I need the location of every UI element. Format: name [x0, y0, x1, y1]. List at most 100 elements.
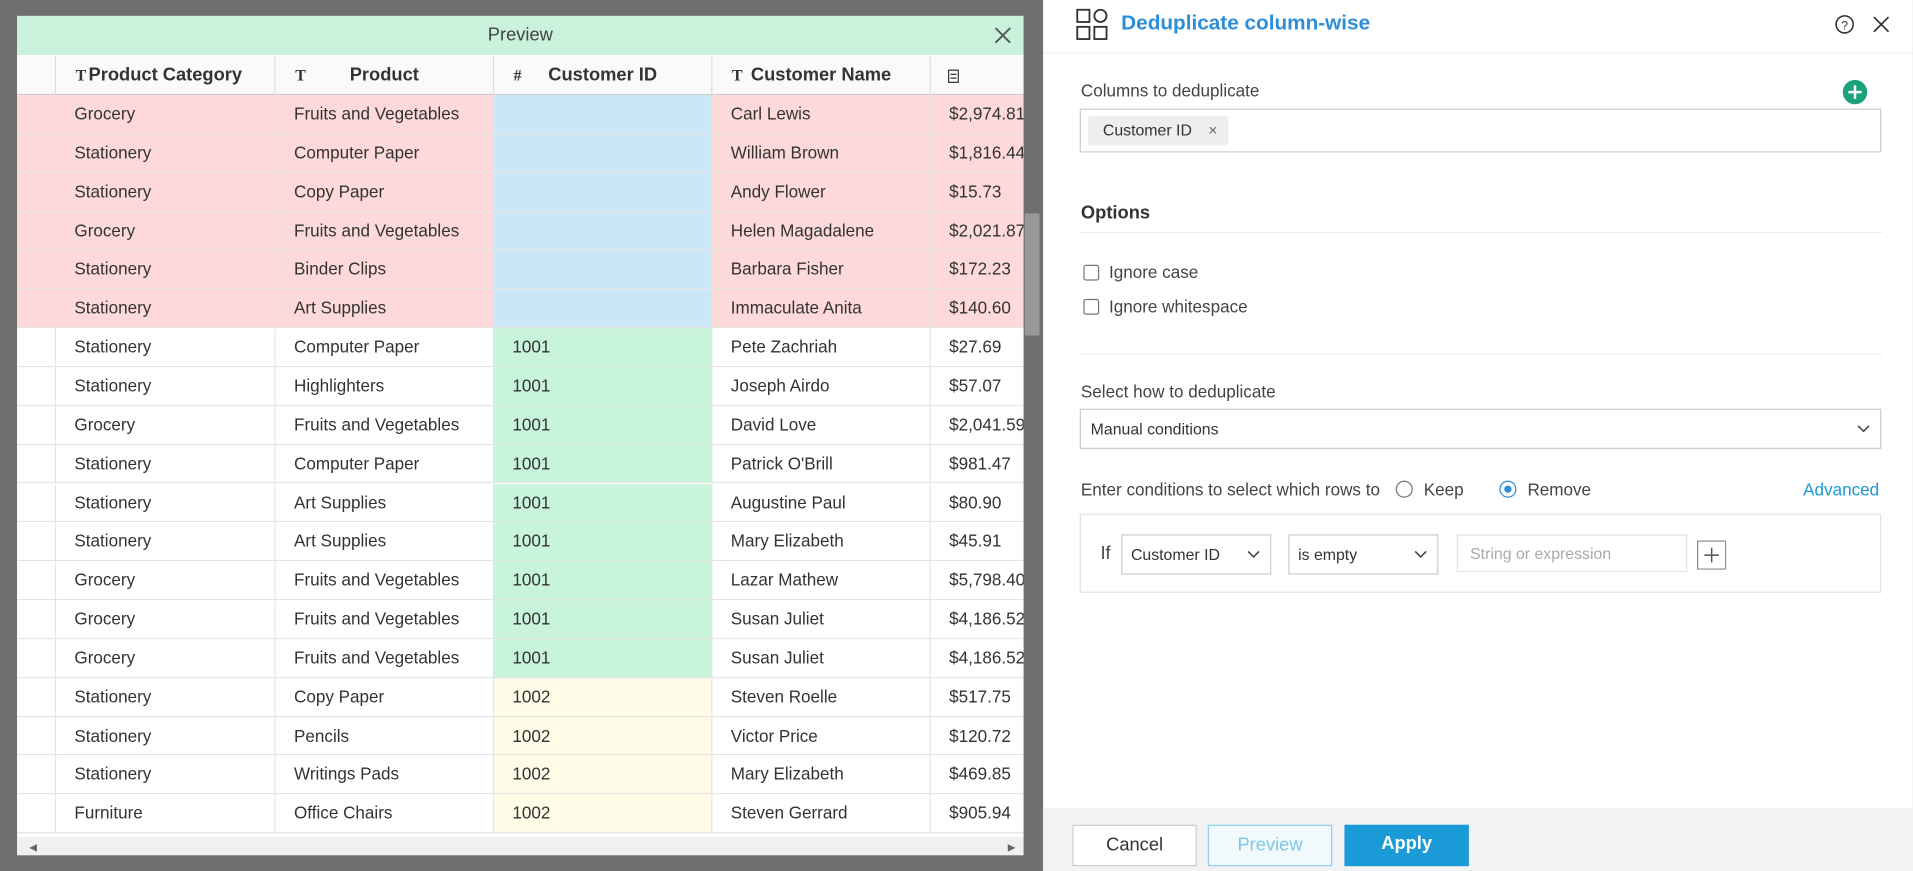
panel-title: Deduplicate column-wise — [1121, 11, 1370, 35]
how-select[interactable]: Manual conditions — [1080, 409, 1882, 449]
column-header — [931, 56, 1024, 95]
type-icon: T — [76, 56, 87, 95]
row-number — [17, 251, 56, 290]
table-cell: $45.91 — [931, 523, 1024, 562]
close-preview[interactable] — [993, 26, 1013, 46]
table-cell: William Brown — [712, 134, 930, 173]
table-cell: Copy Paper — [276, 678, 494, 717]
table-cell: Grocery — [56, 212, 276, 251]
row-number — [17, 756, 56, 795]
help-button[interactable]: ? — [1835, 15, 1855, 35]
preview-title: Preview — [17, 16, 1024, 55]
row-number — [17, 406, 56, 445]
table-cell: Stationery — [56, 484, 276, 523]
table-cell: Grocery — [56, 95, 276, 134]
table-cell: $469.85 — [931, 756, 1024, 795]
table-cell: Mary Elizabeth — [712, 756, 930, 795]
columns-input[interactable]: Customer ID× — [1080, 109, 1882, 153]
table-cell: Stationery — [56, 289, 276, 328]
side-panel: Deduplicate column-wise ? Columns to ded… — [1043, 0, 1913, 871]
row-number — [17, 212, 56, 251]
table-cell: $15.73 — [931, 173, 1024, 212]
table-cell — [494, 95, 712, 134]
table-cell: Joseph Airdo — [712, 367, 930, 406]
row-number — [17, 134, 56, 173]
table-cell: Fruits and Vegetables — [276, 561, 494, 600]
table-cell: Fruits and Vegetables — [276, 600, 494, 639]
add-column[interactable] — [1842, 79, 1868, 105]
table-cell: Fruits and Vegetables — [276, 406, 494, 445]
type-icon — [948, 70, 959, 83]
how-value: Manual conditions — [1091, 410, 1219, 448]
how-label: Select how to deduplicate — [1081, 382, 1276, 402]
row-number — [17, 717, 56, 756]
expression-input[interactable]: String or expression — [1457, 534, 1688, 572]
table-cell: Art Supplies — [276, 484, 494, 523]
table-cell: $517.75 — [931, 678, 1024, 717]
table-cell: Highlighters — [276, 367, 494, 406]
ignore-case-checkbox[interactable] — [1083, 265, 1099, 281]
table-cell: $120.72 — [931, 717, 1024, 756]
table-cell: Office Chairs — [276, 795, 494, 834]
table-cell: Fruits and Vegetables — [276, 212, 494, 251]
remove-radio[interactable] — [1499, 481, 1516, 498]
row-number — [17, 367, 56, 406]
table-cell: Stationery — [56, 523, 276, 562]
row-number — [17, 445, 56, 484]
table-cell: Carl Lewis — [712, 95, 930, 134]
divider — [1080, 354, 1883, 355]
table-cell: $2,021.87 — [931, 212, 1024, 251]
table-cell: 1001 — [494, 445, 712, 484]
table-cell: Art Supplies — [276, 289, 494, 328]
table-cell: Susan Juliet — [712, 639, 930, 678]
cancel-button[interactable]: Cancel — [1072, 825, 1196, 866]
table-cell — [494, 212, 712, 251]
column-header: Product CategoryT — [56, 56, 276, 95]
svg-text:?: ? — [1841, 18, 1848, 32]
column-tag: Customer ID× — [1088, 116, 1228, 145]
expression-placeholder: String or expression — [1470, 536, 1611, 571]
table-cell: Grocery — [56, 600, 276, 639]
condition-box: If Customer ID is empty String or expres… — [1080, 514, 1882, 593]
column-header: Customer ID# — [494, 56, 712, 95]
table-cell: 1002 — [494, 756, 712, 795]
table-cell: Stationery — [56, 678, 276, 717]
table-cell: Stationery — [56, 173, 276, 212]
table-cell: 1002 — [494, 678, 712, 717]
table-cell: Stationery — [56, 717, 276, 756]
row-number — [17, 795, 56, 834]
table-cell: $2,041.59 — [931, 406, 1024, 445]
keep-radio[interactable] — [1396, 481, 1413, 498]
apply-button[interactable]: Apply — [1344, 825, 1468, 866]
close-panel[interactable] — [1873, 16, 1890, 33]
remove-tag[interactable]: × — [1208, 116, 1217, 145]
table-cell: Grocery — [56, 406, 276, 445]
table-cell: Copy Paper — [276, 173, 494, 212]
table-cell: Furniture — [56, 795, 276, 834]
chevron — [1414, 550, 1427, 559]
table-cell: $1,816.44 — [931, 134, 1024, 173]
condition-operator-value: is empty — [1298, 536, 1357, 574]
h-scrollbar[interactable]: ◀ ▶ — [17, 837, 1024, 855]
chevron — [1857, 425, 1870, 434]
table-cell: $5,798.40 — [931, 561, 1024, 600]
table-cell: Barbara Fisher — [712, 251, 930, 290]
ignore-whitespace-checkbox[interactable] — [1083, 299, 1099, 315]
table-cell: Computer Paper — [276, 328, 494, 367]
condition-operator[interactable]: is empty — [1288, 534, 1438, 574]
preview-button[interactable]: Preview — [1208, 825, 1332, 866]
table-cell: $4,186.52 — [931, 600, 1024, 639]
row-number — [17, 561, 56, 600]
condition-column[interactable]: Customer ID — [1121, 534, 1271, 574]
v-scrollbar[interactable] — [1025, 214, 1040, 336]
ignore-whitespace-label: Ignore whitespace — [1109, 296, 1248, 316]
table-cell: Binder Clips — [276, 251, 494, 290]
table-cell: Grocery — [56, 639, 276, 678]
row-number — [17, 328, 56, 367]
advanced-link[interactable]: Advanced — [1803, 479, 1879, 499]
table-cell: Helen Magadalene — [712, 212, 930, 251]
column-header: ProductT — [276, 56, 494, 95]
add-condition[interactable] — [1697, 540, 1726, 569]
dedupe-icon — [1076, 9, 1108, 41]
